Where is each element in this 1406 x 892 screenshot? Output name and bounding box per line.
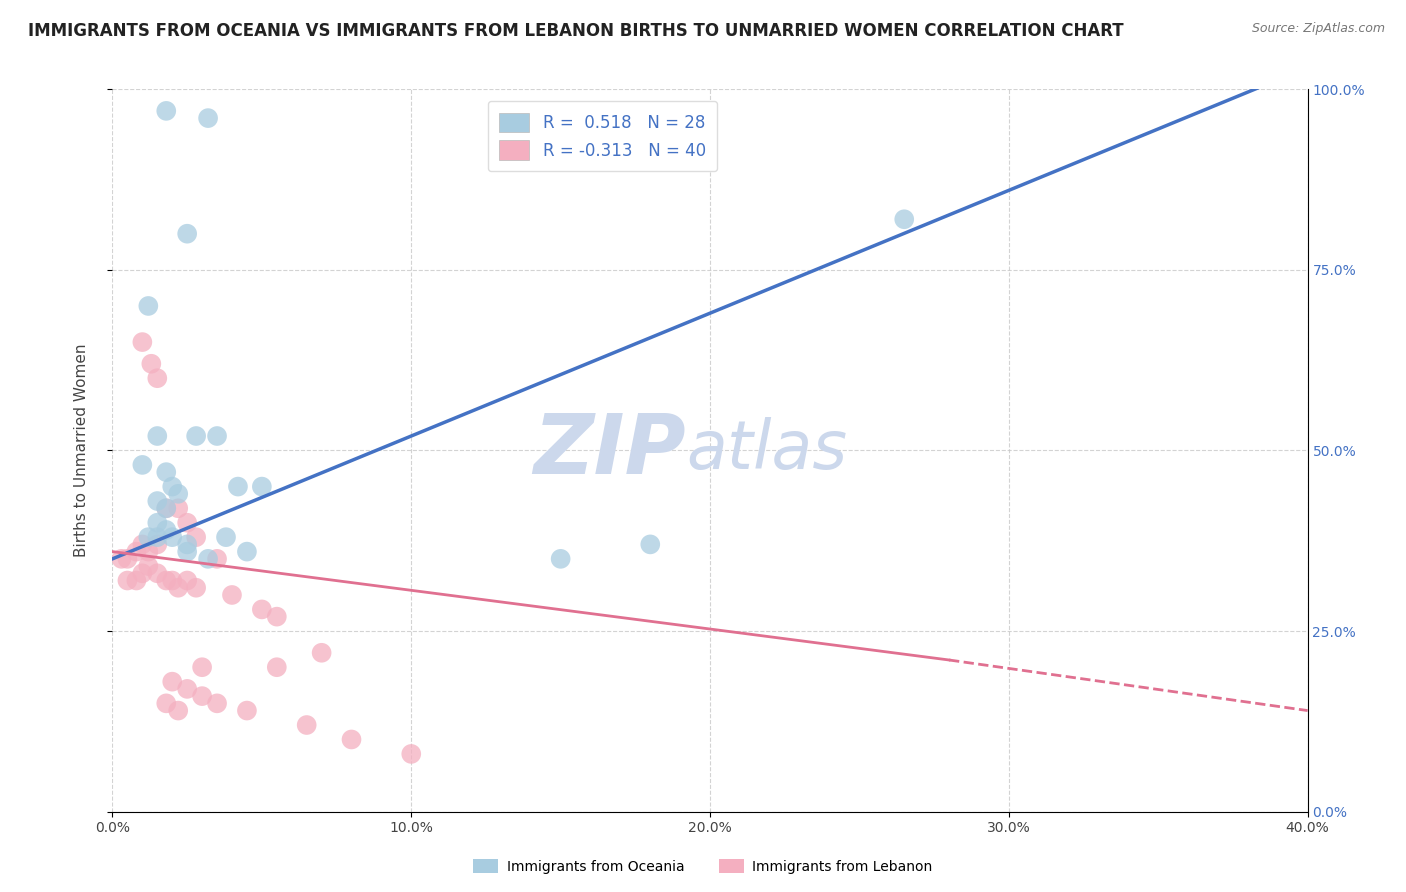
Text: ZIP: ZIP bbox=[533, 410, 686, 491]
Point bbox=[236, 704, 259, 718]
Point bbox=[155, 523, 177, 537]
Point bbox=[176, 574, 198, 588]
Point bbox=[110, 551, 132, 566]
Text: IMMIGRANTS FROM OCEANIA VS IMMIGRANTS FROM LEBANON BIRTHS TO UNMARRIED WOMEN COR: IMMIGRANTS FROM OCEANIA VS IMMIGRANTS FR… bbox=[28, 22, 1123, 40]
Point bbox=[250, 480, 273, 494]
Point bbox=[197, 111, 219, 125]
Point bbox=[401, 747, 423, 761]
Text: atlas: atlas bbox=[686, 417, 848, 483]
Point bbox=[176, 544, 198, 558]
Point bbox=[226, 480, 249, 494]
Point bbox=[155, 103, 177, 118]
Point bbox=[205, 696, 228, 710]
Point bbox=[138, 299, 160, 313]
Point bbox=[131, 458, 153, 472]
Legend: R =  0.518   N = 28, R = -0.313   N = 40: R = 0.518 N = 28, R = -0.313 N = 40 bbox=[488, 101, 717, 171]
Point bbox=[221, 588, 243, 602]
Point bbox=[131, 566, 153, 581]
Text: Source: ZipAtlas.com: Source: ZipAtlas.com bbox=[1251, 22, 1385, 36]
Point bbox=[197, 551, 219, 566]
Point bbox=[125, 544, 148, 558]
Legend: Immigrants from Oceania, Immigrants from Lebanon: Immigrants from Oceania, Immigrants from… bbox=[467, 852, 939, 880]
Point bbox=[162, 674, 183, 689]
Point bbox=[155, 574, 177, 588]
Point bbox=[176, 681, 198, 696]
Point bbox=[893, 212, 915, 227]
Point bbox=[138, 530, 160, 544]
Point bbox=[131, 334, 153, 349]
Point bbox=[176, 516, 198, 530]
Point bbox=[550, 551, 572, 566]
Point bbox=[155, 696, 177, 710]
Point bbox=[146, 371, 169, 385]
Point bbox=[191, 689, 214, 703]
Point bbox=[141, 357, 163, 371]
Point bbox=[155, 501, 177, 516]
Point bbox=[186, 530, 208, 544]
Point bbox=[162, 530, 183, 544]
Point bbox=[146, 429, 169, 443]
Y-axis label: Births to Unmarried Women: Births to Unmarried Women bbox=[75, 343, 89, 558]
Point bbox=[155, 501, 177, 516]
Point bbox=[236, 544, 259, 558]
Point bbox=[167, 501, 190, 516]
Point bbox=[146, 516, 169, 530]
Point bbox=[205, 429, 228, 443]
Point bbox=[167, 581, 190, 595]
Point bbox=[167, 487, 190, 501]
Point bbox=[266, 660, 288, 674]
Point bbox=[162, 480, 183, 494]
Point bbox=[176, 537, 198, 551]
Point bbox=[176, 227, 198, 241]
Point bbox=[138, 544, 160, 558]
Point bbox=[186, 581, 208, 595]
Point bbox=[138, 559, 160, 574]
Point bbox=[266, 609, 288, 624]
Point bbox=[186, 429, 208, 443]
Point bbox=[191, 660, 214, 674]
Point bbox=[131, 537, 153, 551]
Point bbox=[295, 718, 318, 732]
Point bbox=[215, 530, 238, 544]
Point bbox=[146, 494, 169, 508]
Point bbox=[117, 574, 139, 588]
Point bbox=[117, 551, 139, 566]
Point bbox=[146, 566, 169, 581]
Point bbox=[250, 602, 273, 616]
Point bbox=[311, 646, 333, 660]
Point bbox=[162, 574, 183, 588]
Point bbox=[146, 530, 169, 544]
Point bbox=[155, 465, 177, 479]
Point bbox=[340, 732, 363, 747]
Point bbox=[640, 537, 662, 551]
Point bbox=[167, 704, 190, 718]
Point bbox=[125, 574, 148, 588]
Point bbox=[146, 537, 169, 551]
Point bbox=[205, 551, 228, 566]
